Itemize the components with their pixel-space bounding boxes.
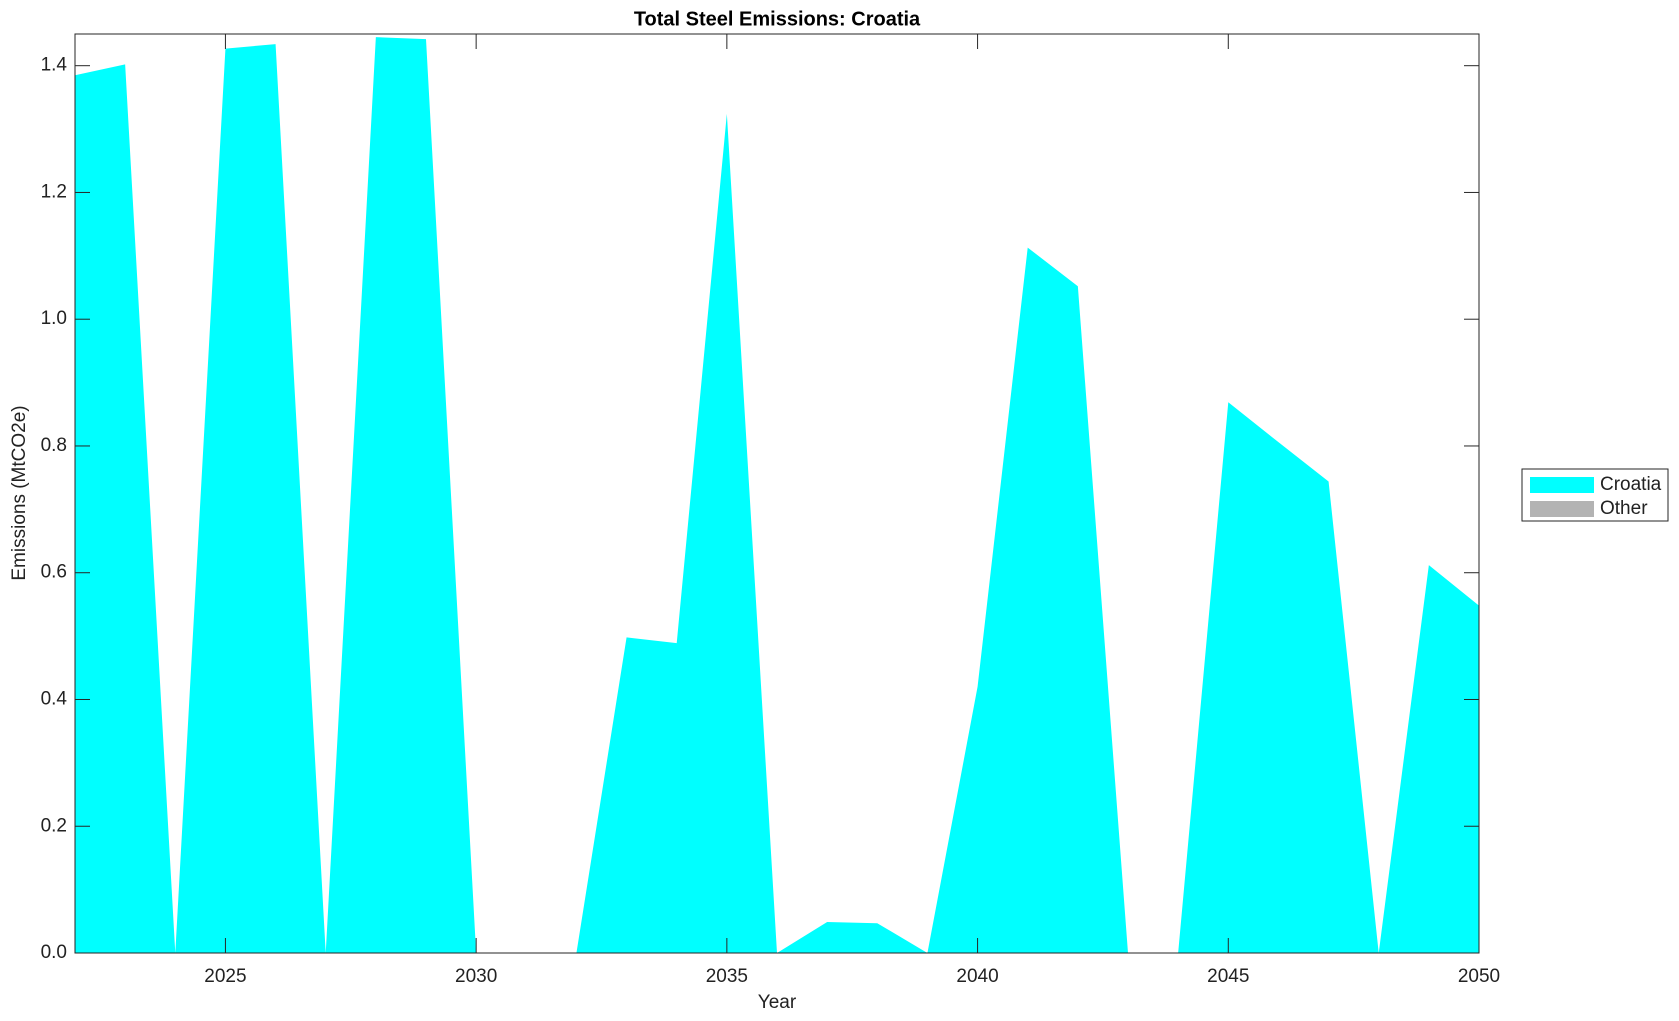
legend-label: Other	[1600, 498, 1648, 519]
x-tick-label: 2045	[1207, 966, 1249, 987]
legend-swatch	[1530, 501, 1594, 517]
y-tick-label: 0.8	[41, 435, 67, 456]
y-tick-label: 1.0	[41, 308, 67, 329]
y-tick-label: 0.0	[41, 942, 67, 963]
area	[75, 37, 1479, 954]
y-tick-label: 0.6	[41, 562, 67, 583]
x-tick-label: 2025	[204, 966, 246, 987]
x-tick-label: 2035	[706, 966, 748, 987]
legend-label: Croatia	[1600, 474, 1662, 495]
y-tick-label: 1.4	[41, 55, 68, 76]
x-tick-label: 2040	[956, 966, 998, 987]
y-tick-label: 0.2	[41, 815, 67, 836]
y-tick-label: 0.4	[41, 688, 68, 709]
x-tick-label: 2030	[455, 966, 497, 987]
y-axis-label: Emissions (MtCO2e)	[9, 405, 30, 580]
legend: Croatia Other	[1521, 468, 1669, 522]
x-axis-label: Year	[758, 992, 797, 1013]
chart-title: Total Steel Emissions: Croatia	[634, 8, 921, 30]
y-tick-label: 1.2	[41, 181, 67, 202]
plot-frame	[74, 33, 1480, 954]
legend-swatch	[1530, 477, 1594, 493]
x-tick-label: 2050	[1458, 966, 1500, 987]
